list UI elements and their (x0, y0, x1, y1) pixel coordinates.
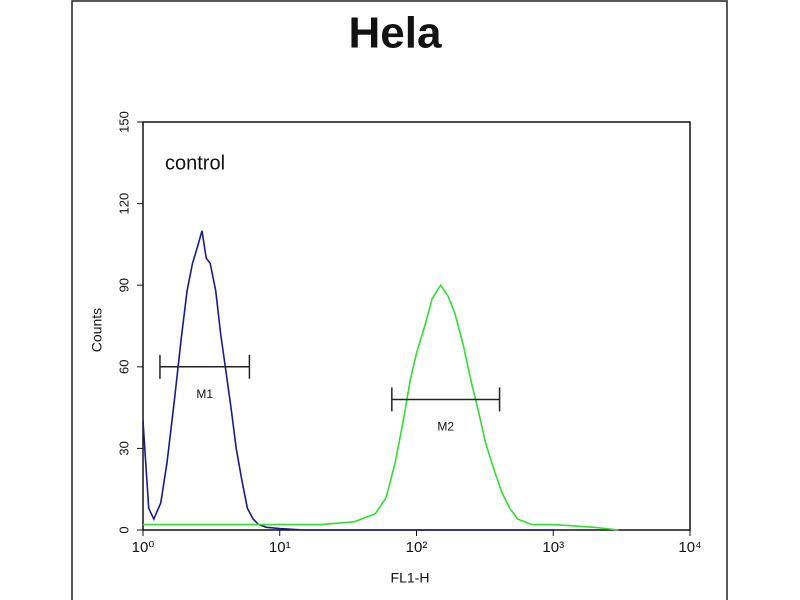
marker-label: M1 (196, 387, 213, 401)
series-line (143, 283, 619, 531)
x-tick-label: 10² (406, 539, 428, 556)
y-tick-label: 60 (116, 360, 131, 374)
y-tick-label: 0 (116, 526, 131, 533)
x-tick-label: 10¹ (269, 539, 291, 556)
series-line (142, 230, 554, 531)
y-tick-label: 120 (116, 193, 131, 215)
x-tick-label: 10⁰ (132, 539, 155, 556)
chart-title: Hela (349, 9, 442, 58)
plot-area (142, 121, 691, 531)
y-tick-label: 90 (116, 278, 131, 292)
frame (71, 0, 728, 600)
marker-label: M2 (437, 420, 454, 434)
x-axis-label: FL1-H (391, 570, 430, 586)
y-tick-label: 30 (116, 441, 131, 455)
y-axis-label: Counts (89, 308, 105, 352)
x-tick-label: 10³ (542, 539, 564, 556)
annotation: control (165, 152, 225, 174)
y-tick-label: 150 (116, 111, 131, 133)
x-tick-label: 10⁴ (678, 539, 701, 556)
